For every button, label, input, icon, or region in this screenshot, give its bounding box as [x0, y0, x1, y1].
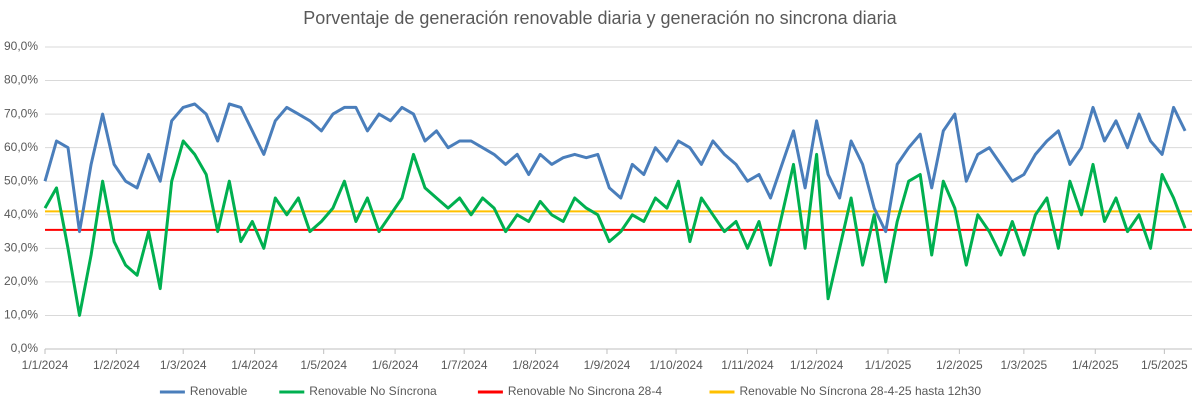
x-tick-label: 1/3/2025: [1001, 358, 1048, 372]
y-tick-label: 90,0%: [4, 39, 38, 53]
x-tick-label: 1/7/2024: [441, 358, 488, 372]
x-tick-label: 1/10/2024: [649, 358, 703, 372]
y-tick-label: 50,0%: [4, 173, 38, 187]
x-tick-label: 1/2/2025: [936, 358, 983, 372]
y-tick-label: 20,0%: [4, 274, 38, 288]
x-tick-label: 1/4/2025: [1072, 358, 1119, 372]
y-tick-label: 60,0%: [4, 140, 38, 154]
series-line: [43, 102, 1187, 234]
x-tick-label: 1/11/2024: [721, 358, 774, 372]
y-tick-label: 40,0%: [4, 207, 38, 221]
legend-label: Renovable No Síncrona 28-4-25 hasta 12h3…: [740, 384, 982, 398]
y-tick-label: 80,0%: [4, 73, 38, 87]
y-tick-label: 0,0%: [11, 341, 39, 355]
y-tick-label: 30,0%: [4, 241, 38, 255]
y-tick-label: 70,0%: [4, 106, 38, 120]
x-tick-label: 1/3/2024: [160, 358, 207, 372]
x-tick-label: 1/4/2024: [231, 358, 278, 372]
x-tick-label: 1/1/2024: [22, 358, 69, 372]
x-tick-label: 1/6/2024: [372, 358, 419, 372]
legend-label: Renovable No Síncrona: [309, 384, 437, 398]
chart-title: Porventaje de generación renovable diari…: [303, 8, 897, 28]
x-tick-label: 1/2/2024: [93, 358, 140, 372]
x-tick-label: 1/12/2024: [790, 358, 844, 372]
x-tick-label: 1/5/2025: [1141, 358, 1188, 372]
series-line: [43, 139, 1187, 317]
legend-label: Renovable No Sincrona 28-4: [508, 384, 662, 398]
x-tick-label: 1/5/2024: [300, 358, 347, 372]
x-tick-label: 1/8/2024: [512, 358, 559, 372]
x-tick-label: 1/9/2024: [584, 358, 631, 372]
y-tick-label: 10,0%: [4, 308, 38, 322]
x-tick-label: 1/1/2025: [865, 358, 912, 372]
legend-label: Renovable: [190, 384, 248, 398]
